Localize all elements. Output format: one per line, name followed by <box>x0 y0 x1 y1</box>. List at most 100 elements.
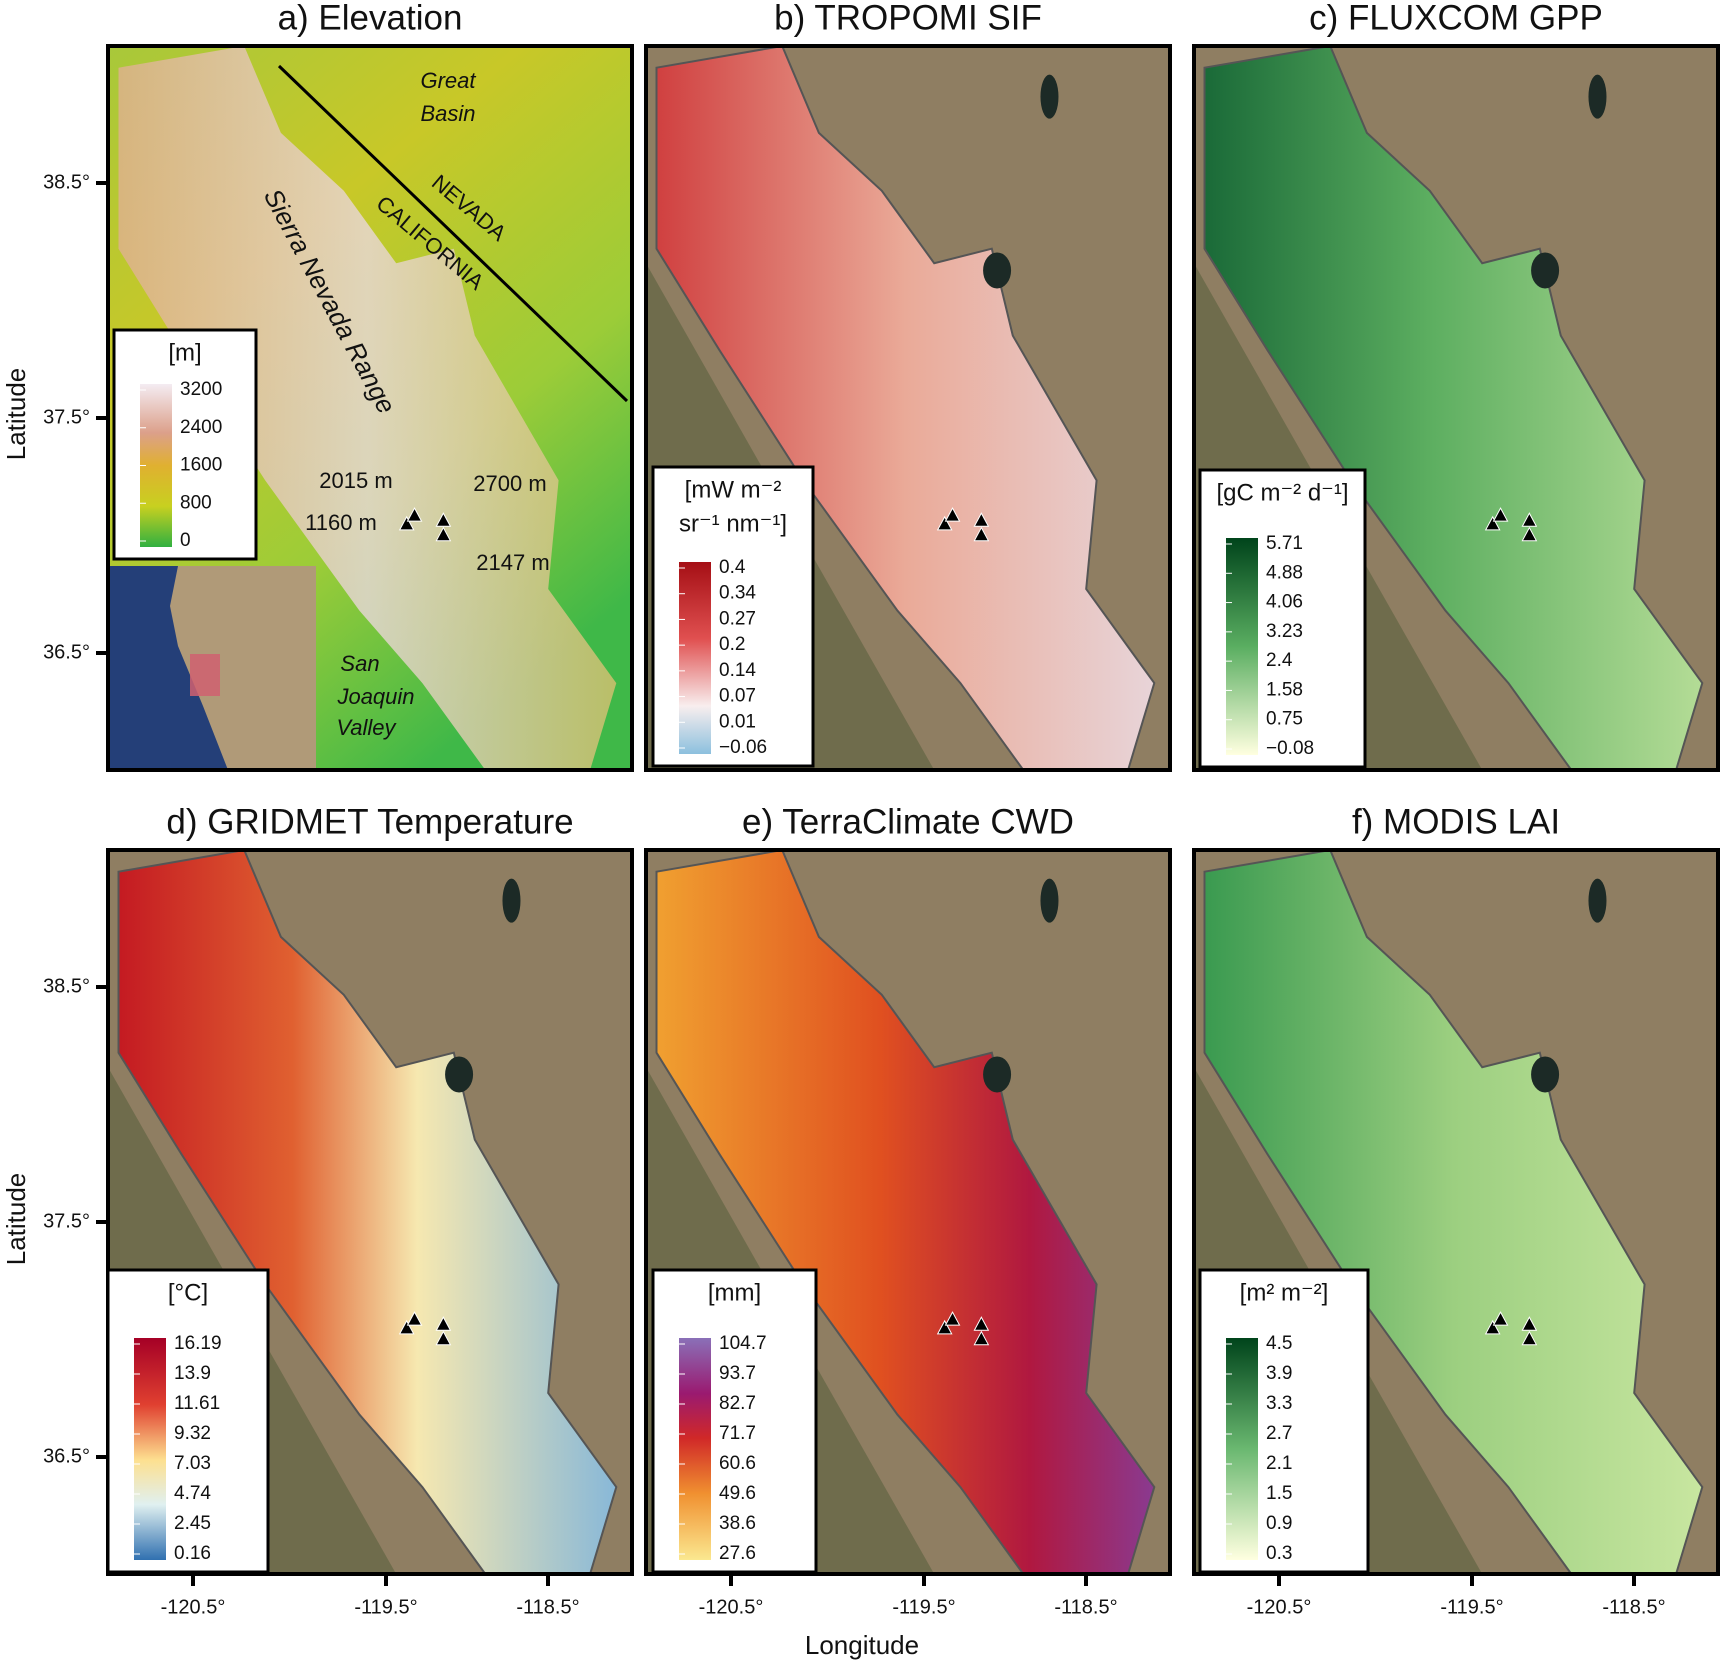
legend-title: [m] <box>168 339 201 366</box>
map-label: Basin <box>420 101 475 126</box>
colorbar-label: 0.27 <box>719 608 756 629</box>
colorbar-label: 104.7 <box>719 1333 767 1354</box>
lake <box>1531 1056 1560 1093</box>
site-marker <box>1492 507 1509 522</box>
panel-title: c) FLUXCOM GPP <box>1309 0 1603 37</box>
colorbar-label: 11.61 <box>174 1393 220 1414</box>
site-marker <box>398 1319 415 1335</box>
legend: [m] 3200 2400 1600 800 0 <box>112 328 258 561</box>
lake <box>1588 74 1607 119</box>
inset-study-area <box>190 654 220 696</box>
y-axis-label: Latitude <box>1 1173 31 1266</box>
colorbar-label: 2.45 <box>174 1513 211 1534</box>
colorbar-label: 800 <box>180 492 212 513</box>
legend-title: [gC m⁻² d⁻¹] <box>1216 479 1348 506</box>
colorbar-label: 38.6 <box>719 1513 756 1534</box>
legend-box <box>112 328 258 561</box>
x-tick-label: -118.5° <box>1602 1596 1665 1618</box>
colorbar-label: 9.32 <box>174 1423 211 1444</box>
colorbar-label: 27.6 <box>719 1543 756 1564</box>
map-label: 2147 m <box>476 550 549 575</box>
site-marker <box>973 1330 990 1346</box>
high-elevation-band <box>118 46 617 770</box>
map-label: 2015 m <box>319 468 392 493</box>
colorbar-label: 2.4 <box>1266 650 1293 671</box>
colorbar-label: 1.58 <box>1266 679 1303 700</box>
map-panel: f) MODIS LAI [m² m⁻²] 4.5 3.9 3.3 2.7 2.1 1.5 0.… <box>1192 802 1720 1618</box>
site-marker <box>1521 512 1538 527</box>
lake <box>983 252 1012 289</box>
site-marker <box>973 526 990 542</box>
y-axis-label: Latitude <box>1 368 31 461</box>
y-tick-label: 37.5° <box>43 406 90 428</box>
x-tick-label: -120.5° <box>1247 1596 1312 1618</box>
colorbar-label: 3.3 <box>1266 1393 1292 1414</box>
colorbar-label: 0.2 <box>719 634 745 655</box>
colorbar-label: 0.4 <box>719 557 746 578</box>
colorbar-label: 49.6 <box>719 1483 756 1504</box>
colorbar-label: 7.03 <box>174 1453 211 1474</box>
y-tick-label: 36.5° <box>43 1445 90 1467</box>
map-label: Joaquin <box>336 684 414 709</box>
map-label: Valley <box>336 715 397 740</box>
colorbar-label: 16.19 <box>174 1333 222 1354</box>
colorbar-label: 60.6 <box>719 1453 756 1474</box>
legend: [m² m⁻²] 4.5 3.9 3.3 2.7 2.1 1.5 0.9 0.3 <box>1198 1268 1370 1574</box>
x-tick-label: -119.5° <box>354 1596 417 1618</box>
colorbar-label: 4.88 <box>1266 562 1303 583</box>
y-tick-label: 38.5° <box>43 975 90 997</box>
colorbar-label: 93.7 <box>719 1363 756 1384</box>
legend-title: [m² m⁻²] <box>1240 1279 1329 1306</box>
map-panel: d) GRIDMET Temperature [°C] 16.19 13.9 11.61… <box>43 802 634 1618</box>
panel-title: d) GRIDMET Temperature <box>166 802 573 841</box>
colorbar <box>1226 1338 1258 1560</box>
colorbar-label: 0.16 <box>174 1543 211 1564</box>
map-label: Great <box>420 68 476 93</box>
x-tick-label: -120.5° <box>699 1596 764 1618</box>
y-tick-label: 37.5° <box>43 1210 90 1232</box>
legend: [mm] 104.7 93.7 82.7 71.7 60.6 49.6 38.6 27.6 <box>651 1268 818 1574</box>
colorbar-label: 1.5 <box>1266 1483 1292 1504</box>
colorbar-label: 1600 <box>180 455 222 476</box>
panel-frame <box>106 848 634 1576</box>
colorbar-label: 5.71 <box>1266 533 1303 554</box>
state-border <box>277 64 629 403</box>
legend-title: [mm] <box>708 1279 761 1306</box>
site-marker <box>435 526 452 542</box>
site-marker <box>398 515 415 531</box>
lake <box>1040 74 1059 119</box>
colorbar-label: 0.34 <box>719 583 756 604</box>
map-panel: b) TROPOMI SIF [mW m⁻² sr⁻¹ nm⁻¹] 0.4 0.34 0.… <box>644 0 1172 772</box>
colorbar-label: 3.23 <box>1266 621 1303 642</box>
site-marker <box>1484 515 1501 531</box>
site-marker <box>936 1319 953 1335</box>
site-marker <box>973 512 990 527</box>
colorbar-label: 71.7 <box>719 1423 756 1444</box>
site-marker <box>944 1311 961 1326</box>
x-tick-label: -118.5° <box>1054 1596 1117 1618</box>
site-marker <box>406 507 423 522</box>
colorbar-label: 2.7 <box>1266 1423 1292 1444</box>
colorbar-label: −0.08 <box>1266 738 1314 759</box>
colorbar <box>134 1338 166 1560</box>
colorbar <box>679 1338 711 1560</box>
panel-title: a) Elevation <box>278 0 463 37</box>
map-label: 1160 m <box>305 510 377 535</box>
site-marker <box>435 512 452 527</box>
y-tick-label: 36.5° <box>43 641 90 663</box>
colorbar-label: 4.74 <box>174 1483 211 1504</box>
site-marker <box>406 1311 423 1326</box>
colorbar-label: 4.06 <box>1266 592 1303 613</box>
lake <box>502 878 521 923</box>
colorbar-label: 4.5 <box>1266 1333 1292 1354</box>
panel-frame <box>1192 44 1720 772</box>
colorbar-label: 0.01 <box>719 711 756 732</box>
panel-title: f) MODIS LAI <box>1352 802 1560 841</box>
site-marker <box>936 515 953 531</box>
site-marker <box>1521 526 1538 542</box>
lake <box>983 1056 1012 1093</box>
map-label: 2700 m <box>473 471 546 496</box>
colorbar-label: 13.9 <box>174 1363 211 1384</box>
